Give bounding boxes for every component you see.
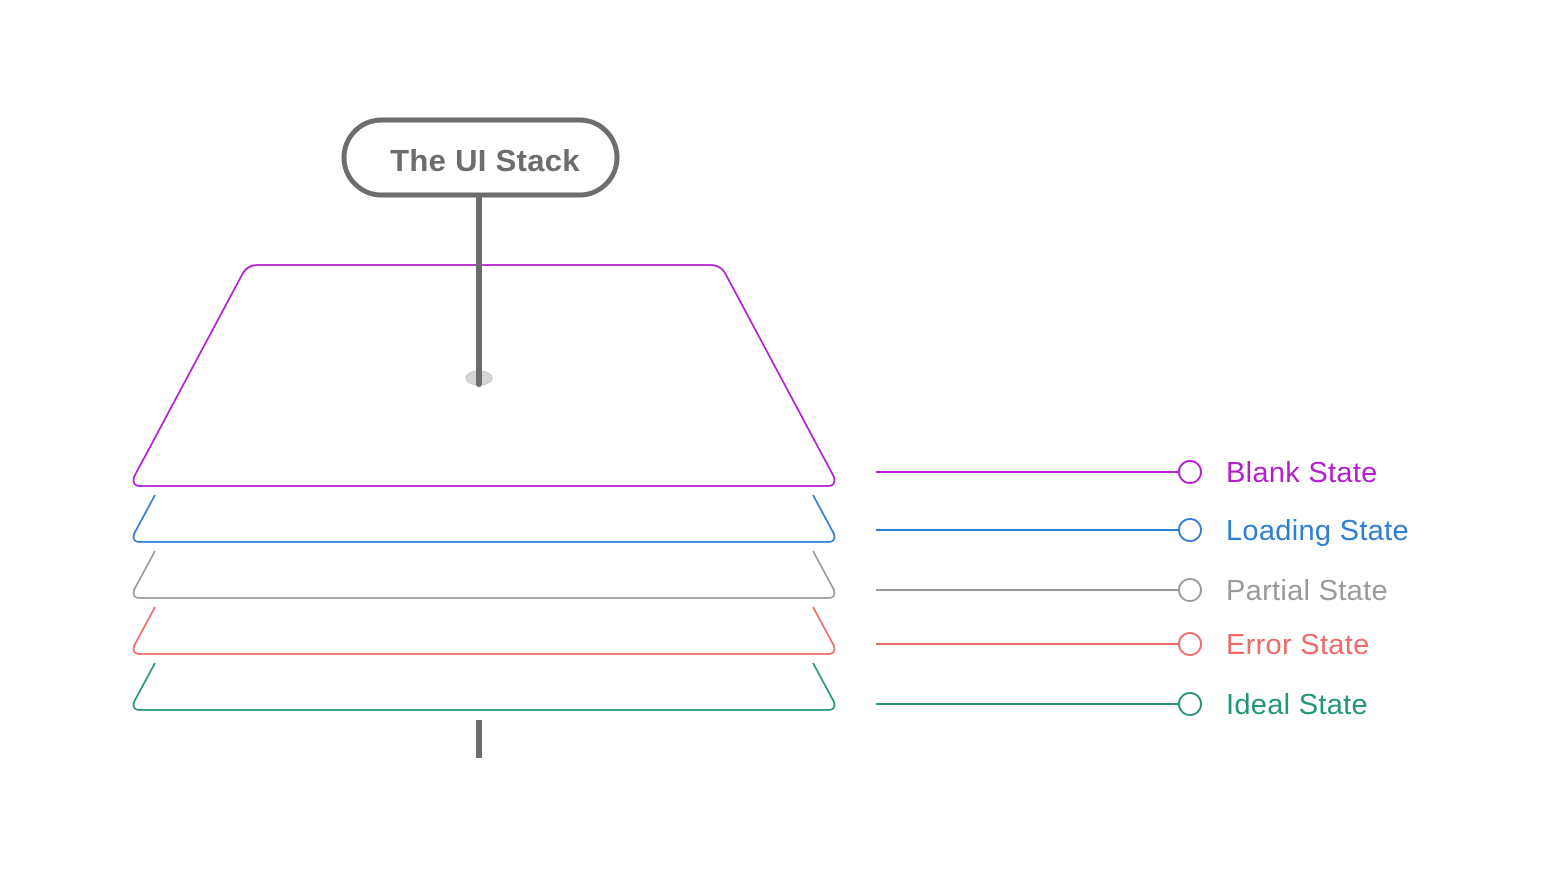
legend-marker-error: [1178, 632, 1202, 656]
layer-partial: [132, 550, 836, 599]
legend-item-partial: Partial State: [876, 575, 1388, 607]
layer-loading: [132, 494, 836, 543]
legend-marker-ideal: [1178, 692, 1202, 716]
legend-marker-loading: [1178, 518, 1202, 542]
layer-blank: [132, 264, 836, 487]
title-pill: [341, 117, 620, 198]
stack-pole: [465, 192, 493, 758]
legend-label-partial: Partial State: [1226, 575, 1388, 607]
layer-loading-shape: [132, 494, 836, 543]
legend-marker-partial: [1178, 578, 1202, 602]
legend-item-blank: Blank State: [876, 457, 1378, 489]
legend-item-error: Error State: [876, 629, 1370, 661]
layer-blank-shape: [132, 264, 836, 487]
layer-ideal-shape: [132, 662, 836, 711]
legend: Blank State Loading State Partial State …: [876, 457, 1409, 721]
legend-label-loading: Loading State: [1226, 515, 1409, 547]
legend-item-ideal: Ideal State: [876, 689, 1368, 721]
layer-error: [132, 606, 836, 655]
page-title: The UI Stack: [390, 143, 580, 178]
legend-label-blank: Blank State: [1226, 457, 1378, 489]
legend-label-ideal: Ideal State: [1226, 689, 1368, 721]
layer-error-shape: [132, 606, 836, 655]
legend-label-error: Error State: [1226, 629, 1370, 661]
layer-ideal: [132, 662, 836, 711]
layer-partial-shape: [132, 550, 836, 599]
title-callout: The UI Stack: [341, 117, 620, 198]
legend-item-loading: Loading State: [876, 515, 1409, 547]
legend-marker-blank: [1178, 460, 1202, 484]
